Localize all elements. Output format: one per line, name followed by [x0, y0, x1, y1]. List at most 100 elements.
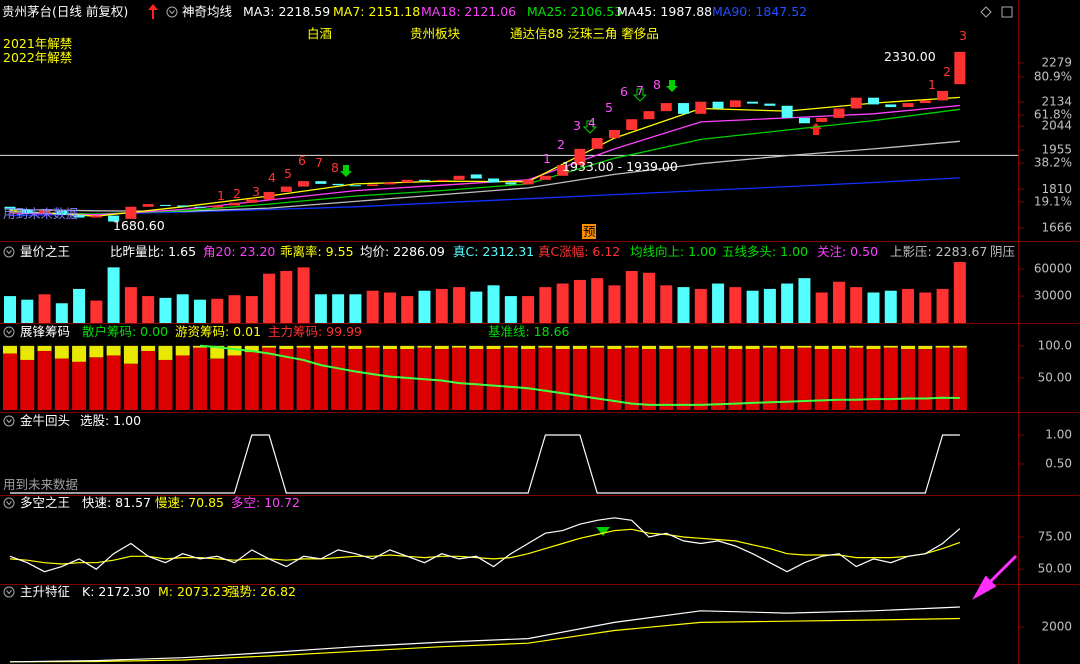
chip-bar: [382, 349, 397, 410]
volume-bar: [55, 303, 68, 323]
volume-bar: [228, 295, 241, 323]
volume-bar: [314, 294, 327, 323]
chip-cap: [745, 345, 760, 350]
chip-bar: [141, 350, 156, 410]
chip-bar: [711, 347, 726, 410]
panel-header-item: 主升特征: [20, 584, 71, 599]
volume-bar: [263, 273, 276, 323]
volume-bar: [660, 285, 673, 323]
y-tick-label: 1810: [1041, 182, 1072, 196]
chip-bar: [106, 355, 121, 410]
y-tick-label: 60000: [1034, 262, 1072, 276]
volume-bar: [884, 290, 897, 323]
chip-cap: [54, 345, 69, 359]
chip-bar: [849, 347, 864, 410]
chip-bar: [866, 349, 881, 410]
y-tick-label: 1666: [1041, 221, 1072, 235]
volume-bar: [539, 287, 552, 323]
volume-bar: [245, 296, 258, 323]
chip-cap: [693, 345, 708, 350]
chip-bar: [693, 349, 708, 410]
chart-annotation: 白酒: [307, 26, 333, 41]
chart-annotation: 贵州板块: [410, 26, 461, 41]
chip-cap: [72, 345, 87, 362]
volume-bar: [349, 294, 362, 323]
candle-body: [868, 97, 879, 105]
sequence-label: 7: [636, 83, 644, 98]
moving-average-line: [9, 108, 960, 215]
candle-body: [937, 90, 949, 101]
panel-header-item: 均价: 2286.09: [360, 244, 445, 259]
candle-body: [332, 183, 344, 186]
volume-bar: [919, 292, 932, 323]
chip-bar: [123, 363, 138, 410]
chip-bar: [901, 349, 916, 410]
volume-bar: [556, 283, 569, 323]
panel-header-item: MA18: 2121.06: [421, 4, 517, 19]
candle-body: [591, 138, 603, 149]
sequence-label: 5: [284, 166, 292, 181]
future-data-note: 用到未来数据: [3, 477, 79, 492]
sequence-label: 8: [331, 160, 339, 175]
chip-cap: [210, 345, 225, 359]
chip-bar: [175, 355, 190, 410]
chip-cap: [20, 345, 35, 360]
volume-bar: [124, 287, 137, 323]
chip-bar: [3, 353, 17, 410]
candle-body: [695, 101, 707, 114]
candle-body: [384, 182, 396, 185]
candle-body: [367, 184, 379, 187]
chip-cap: [400, 345, 415, 350]
candle-body: [280, 186, 292, 192]
volume-bar: [902, 288, 915, 323]
volume-bar: [694, 288, 707, 323]
panel-header-item: 多空: 10.72: [231, 495, 300, 510]
chip-bar: [883, 347, 898, 410]
chip-bar: [590, 347, 605, 410]
chip-cap: [434, 345, 449, 350]
chip-cap: [831, 345, 846, 350]
volume-bar: [591, 278, 604, 323]
panel-header-item: MA3: 2218.59: [243, 4, 331, 19]
candle-body: [954, 51, 966, 85]
candle-body: [488, 178, 500, 183]
chip-cap: [192, 345, 207, 348]
candle-body: [626, 119, 638, 130]
chart-annotation: 用到未来数据: [3, 206, 79, 221]
chip-bar: [521, 349, 536, 410]
sequence-label: 7: [315, 155, 323, 170]
volume-bar: [4, 296, 16, 323]
candle-body: [194, 206, 206, 208]
chip-cap: [123, 345, 138, 364]
chip-bar: [831, 349, 846, 410]
chip-cap: [227, 345, 242, 356]
chip-bar: [607, 349, 622, 410]
sequence-label: 2: [233, 186, 241, 201]
sequence-label: 5: [605, 100, 613, 115]
panel-header-item: M: 2073.23: [158, 584, 229, 599]
volume-bar: [297, 267, 310, 323]
panel-header-item: 游资筹码: 0.01: [175, 324, 262, 339]
chip-bar: [72, 361, 87, 410]
chip-cap: [555, 345, 570, 350]
chart-annotation: 2021年解禁: [3, 36, 73, 51]
candle-body: [747, 101, 759, 104]
chip-cap: [607, 345, 622, 350]
panel-header-item: 阴压: [990, 244, 1016, 259]
slow-line: [9, 528, 961, 565]
panel-header-item: K: 2172.30: [82, 584, 151, 599]
panel-header-item: 选股: 1.00: [80, 413, 142, 428]
panel-header-item: MA7: 2151.18: [333, 4, 421, 19]
y-tick-label: 50.00: [1038, 562, 1072, 576]
panel-header-item: 慢速: 70.85: [155, 495, 224, 510]
panel-header-item: 快速: 81.57: [82, 495, 151, 510]
chart-annotation: 1680.60: [113, 218, 165, 233]
candle-body: [436, 179, 448, 182]
volume-bar: [21, 299, 34, 323]
chip-bar: [365, 347, 380, 410]
pointer-arrow: [972, 554, 1018, 600]
candle-body: [729, 100, 741, 108]
volume-bar: [211, 298, 224, 323]
chip-bar: [296, 347, 311, 410]
